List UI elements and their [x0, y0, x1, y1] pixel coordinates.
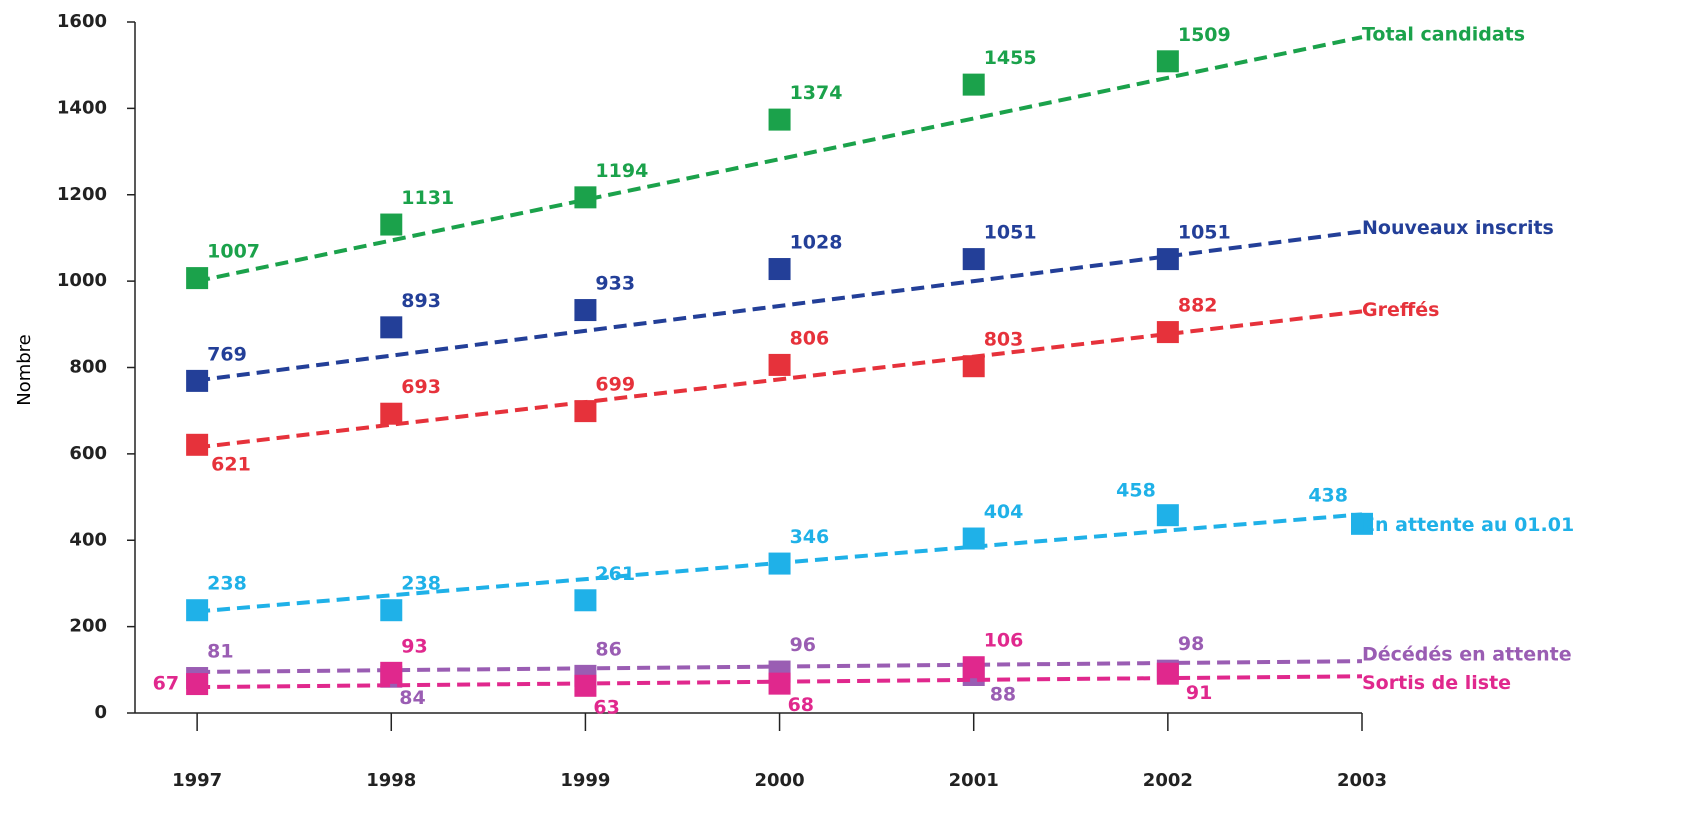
- data-label: 106: [984, 630, 1024, 652]
- marker: [574, 674, 597, 697]
- data-label: 1028: [790, 232, 843, 254]
- data-label: 346: [790, 526, 830, 548]
- marker: [1156, 662, 1179, 685]
- data-label: 261: [595, 563, 635, 585]
- series-label: Décédés en attente: [1362, 644, 1572, 666]
- data-label: 1051: [984, 222, 1037, 244]
- data-label: 699: [595, 374, 635, 396]
- marker: [1156, 50, 1179, 73]
- x-tick-label: 2003: [1337, 770, 1387, 791]
- data-label: 693: [401, 376, 441, 398]
- y-tick-label: 800: [69, 357, 107, 378]
- trend-line: [196, 35, 1363, 284]
- marker: [1351, 512, 1373, 535]
- data-label: 81: [207, 641, 233, 663]
- marker: [380, 316, 403, 339]
- marker: [186, 369, 209, 392]
- data-label: 1007: [207, 241, 260, 263]
- marker: [768, 353, 791, 376]
- x-tick-label: 1997: [172, 770, 222, 791]
- data-label: 88: [990, 683, 1016, 705]
- x-tick-label: 1999: [560, 770, 610, 791]
- trend-line: [196, 229, 1363, 383]
- marker: [768, 108, 791, 131]
- series-label: Sortis de liste: [1362, 672, 1511, 694]
- marker: [574, 400, 597, 423]
- marker: [1156, 248, 1179, 271]
- data-label: 1455: [984, 47, 1037, 69]
- data-label: 1051: [1178, 222, 1231, 244]
- series-label: Greffés: [1362, 299, 1439, 321]
- series-label: En attente au 01.01: [1362, 514, 1574, 536]
- x-tick-label: 2002: [1143, 770, 1193, 791]
- data-label: 86: [595, 638, 621, 660]
- data-label: 63: [593, 696, 619, 718]
- marker: [574, 589, 597, 612]
- marker: [768, 552, 791, 575]
- x-tick-label: 2000: [755, 770, 805, 791]
- y-tick-label: 1000: [57, 270, 107, 291]
- series-label: Nouveaux inscrits: [1362, 217, 1554, 239]
- marker: [574, 186, 597, 209]
- y-tick-label: 200: [69, 616, 107, 637]
- data-label: 806: [790, 327, 830, 349]
- data-label: 96: [790, 634, 816, 656]
- marker: [768, 672, 791, 695]
- data-label: 238: [401, 573, 441, 595]
- data-label: 1509: [1178, 24, 1231, 46]
- data-label: 458: [1116, 480, 1156, 502]
- y-tick-label: 0: [94, 702, 107, 723]
- data-label: 98: [1178, 633, 1204, 655]
- marker: [380, 599, 403, 622]
- series-label: Total candidats: [1362, 24, 1525, 46]
- y-tick-label: 1400: [57, 97, 107, 118]
- marker: [1156, 321, 1179, 344]
- y-tick-label: 1200: [57, 184, 107, 205]
- data-label: 68: [788, 694, 814, 716]
- data-label: 769: [207, 343, 247, 365]
- data-label: 84: [399, 687, 425, 709]
- marker: [380, 661, 403, 684]
- data-label: 238: [207, 573, 247, 595]
- marker: [186, 267, 209, 290]
- data-label: 91: [1186, 682, 1212, 704]
- marker: [962, 73, 985, 96]
- data-label: 93: [401, 635, 427, 657]
- marker: [186, 599, 209, 622]
- data-label: 67: [153, 673, 179, 695]
- marker: [1156, 504, 1179, 527]
- data-label: 438: [1308, 484, 1348, 506]
- x-tick-label: 2001: [949, 770, 999, 791]
- data-label: 893: [401, 290, 441, 312]
- data-label: 1374: [790, 82, 843, 104]
- trend-line: [196, 309, 1363, 450]
- x-tick-label: 1998: [366, 770, 416, 791]
- y-axis-label: Nombre: [14, 334, 35, 406]
- marker: [768, 258, 791, 281]
- marker: [962, 248, 985, 271]
- marker: [186, 433, 209, 456]
- data-label: 1194: [595, 160, 648, 182]
- marker: [380, 402, 403, 425]
- marker: [962, 355, 985, 378]
- data-label: 803: [984, 329, 1024, 351]
- y-tick-label: 600: [69, 443, 107, 464]
- y-tick-label: 1600: [57, 11, 107, 32]
- data-label: 933: [595, 273, 635, 295]
- data-label: 882: [1178, 295, 1218, 317]
- y-tick-label: 400: [69, 529, 107, 550]
- marker: [186, 673, 209, 696]
- marker: [380, 213, 403, 236]
- data-label: 621: [211, 453, 251, 475]
- data-label: 404: [984, 501, 1024, 523]
- marker: [574, 299, 597, 322]
- marker: [962, 527, 985, 550]
- marker: [962, 656, 985, 679]
- data-label: 1131: [401, 187, 454, 209]
